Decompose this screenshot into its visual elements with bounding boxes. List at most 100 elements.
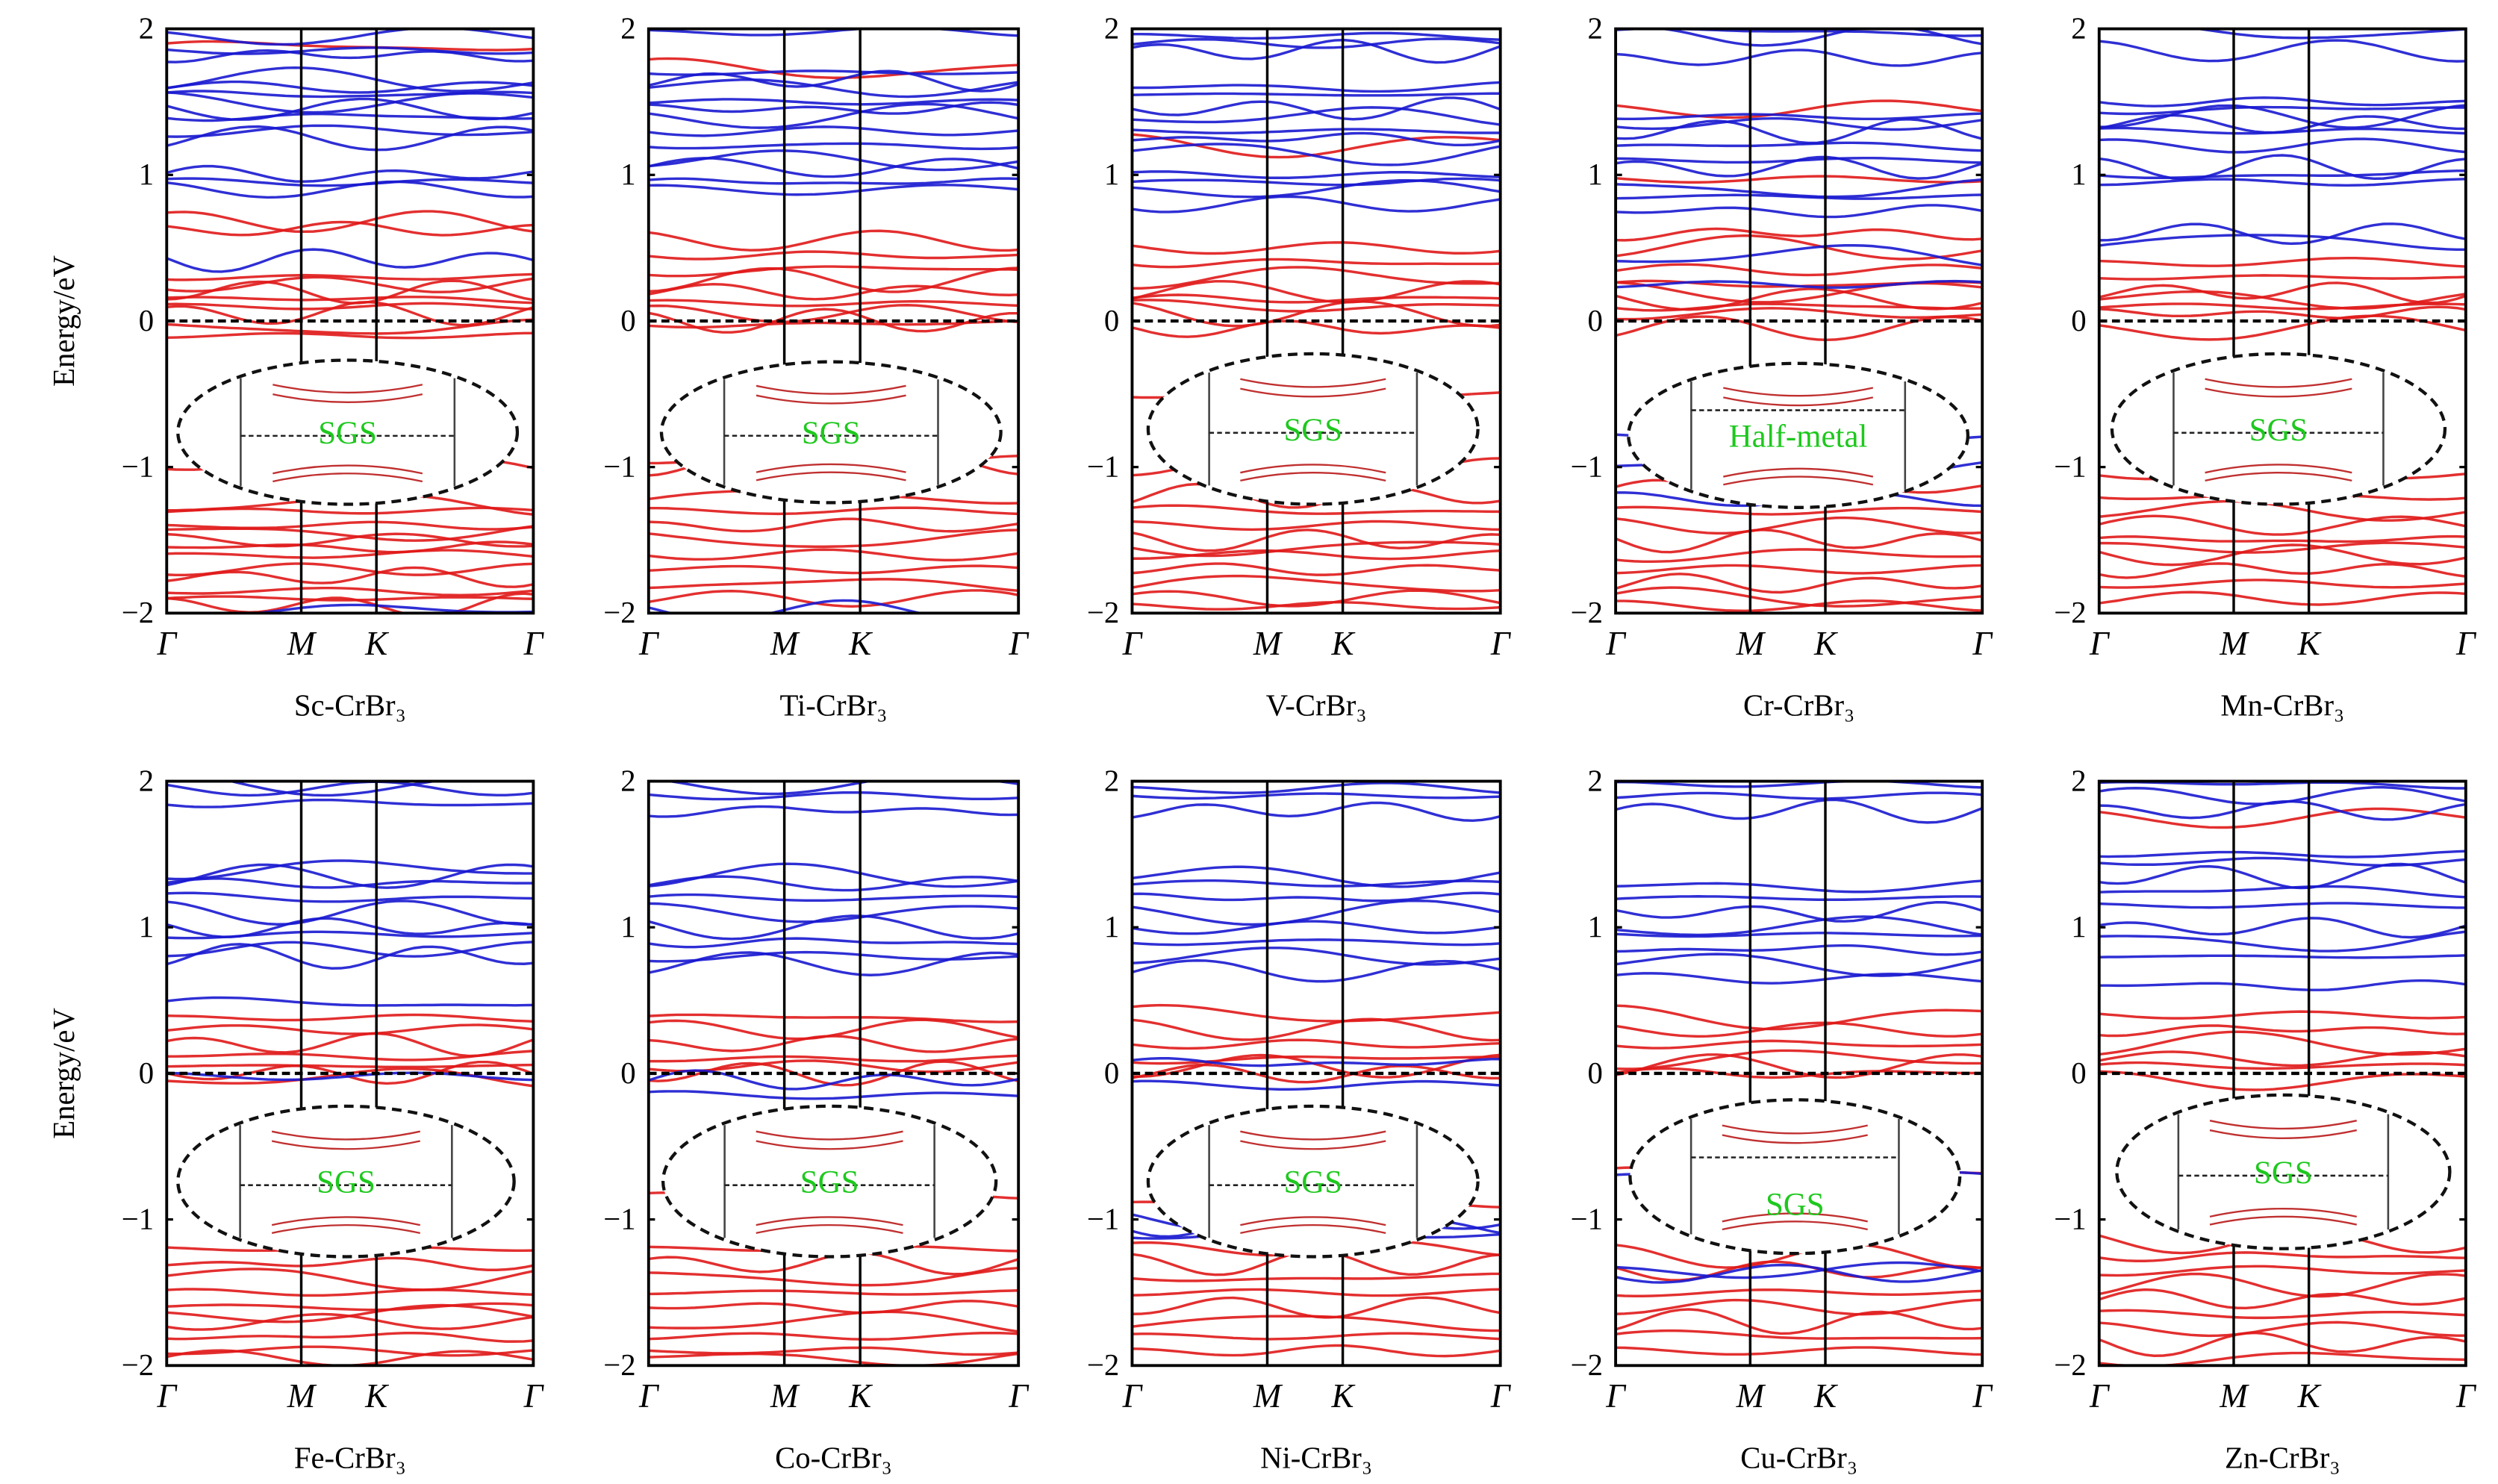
spin-down-band (166, 930, 534, 940)
spin-down-band (166, 941, 534, 958)
k-point-label: K (364, 1377, 389, 1415)
inset-band-curve (2205, 472, 2352, 482)
spin-up-band (166, 1063, 534, 1069)
y-tick-label: 1 (1104, 158, 1119, 191)
inset-band-curve (1240, 378, 1386, 388)
spin-up-band (1132, 504, 1501, 515)
panel-label: Co-CrBr₃ (775, 1441, 892, 1475)
y-tick-label: 2 (1588, 764, 1603, 797)
spin-up-band (166, 1349, 534, 1366)
inset-annotation: SGS (1766, 1188, 1825, 1223)
y-tick-label: −2 (2054, 596, 2086, 629)
spin-down-band (2099, 105, 2466, 116)
k-point-label: Γ (1972, 1377, 1993, 1415)
spin-down-band (2099, 234, 2466, 252)
inset-band-curve (2205, 464, 2352, 474)
spin-up-band (2099, 534, 2466, 543)
spin-down-band (2099, 96, 2466, 107)
spin-down-band (1132, 128, 1501, 134)
spin-down-band (166, 1071, 534, 1082)
k-point-label: M (2219, 625, 2249, 662)
spin-up-band (2099, 543, 2466, 567)
k-point-label: Γ (2089, 1377, 2111, 1415)
spin-down-band (1616, 118, 1983, 145)
y-tick-label: 0 (1104, 304, 1119, 337)
spin-up-band (166, 1050, 534, 1061)
spin-down-band (1132, 900, 1501, 926)
inset-band-curve (272, 384, 423, 394)
spin-up-band (648, 1346, 1019, 1356)
y-tick-label: 2 (2071, 764, 2086, 797)
spin-down-band (1132, 865, 1501, 888)
y-tick-label: 0 (620, 1056, 635, 1090)
panel-label: Fe-CrBr₃ (294, 1441, 406, 1475)
k-point-label: Γ (638, 1377, 660, 1415)
spin-down-band (648, 862, 1019, 888)
y-tick-label: 1 (1588, 158, 1603, 191)
spin-up-band (2099, 1321, 2466, 1338)
spin-down-band (1132, 31, 1501, 41)
spin-down-band (648, 805, 1019, 818)
k-point-label: Γ (2455, 1377, 2477, 1415)
panel-label: V-CrBr₃ (1266, 689, 1367, 723)
y-tick-label: −1 (603, 450, 635, 484)
spin-down-band (2099, 104, 2466, 129)
spin-up-band (1616, 1004, 1983, 1031)
spin-down-band (1616, 798, 1983, 824)
spin-up-band (1132, 319, 1501, 338)
spin-up-band (1616, 1308, 1983, 1335)
spin-down-band (648, 950, 1019, 963)
y-tick-label: 2 (139, 11, 154, 45)
spin-up-band (1132, 299, 1501, 313)
inset-band-curve (271, 1130, 421, 1141)
spin-down-band (1132, 81, 1501, 93)
spin-up-band (648, 1054, 1019, 1063)
spin-down-band (1132, 782, 1501, 794)
inset-band-curve (1723, 467, 1874, 478)
spin-up-band (648, 517, 1019, 533)
y-tick-label: 1 (2071, 910, 2086, 944)
spin-up-band (1132, 549, 1501, 561)
inset-band-curve (1723, 396, 1874, 407)
spin-up-band (648, 282, 1019, 301)
panel-label: Cu-CrBr₃ (1740, 1441, 1857, 1475)
spin-up-band (1616, 516, 1983, 535)
spin-down-band (166, 798, 534, 808)
spin-up-band (166, 318, 534, 335)
spin-up-band (1616, 302, 1983, 312)
spin-up-band (2099, 1351, 2466, 1366)
spin-down-band (1616, 1263, 1983, 1284)
spin-up-band (1616, 1298, 1983, 1316)
spin-up-band (166, 506, 534, 515)
inset: SGS (1628, 1098, 1962, 1256)
y-tick-label: −2 (1571, 596, 1603, 629)
spin-up-band (1616, 1067, 1983, 1079)
spin-down-band (1132, 879, 1501, 888)
inset: SGS (176, 1104, 516, 1259)
spin-up-band (1132, 1055, 1501, 1065)
inset-band-curve (1240, 1140, 1386, 1150)
panel-label: Sc-CrBr₃ (294, 689, 406, 723)
spin-up-band (648, 299, 1019, 308)
spin-down-band (2099, 885, 2466, 899)
spin-down-band (1616, 244, 1983, 266)
inset-band-curve (2209, 1215, 2357, 1226)
spin-up-band (1132, 1288, 1501, 1297)
bands (166, 781, 534, 1366)
inset-annotation: SGS (2254, 1156, 2313, 1191)
spin-up-band (166, 1256, 534, 1271)
spin-down-band (166, 112, 534, 122)
spin-down-band (1132, 37, 1501, 49)
spin-down-band (1132, 801, 1501, 823)
spin-up-band (166, 1032, 534, 1058)
y-tick-label: 2 (1104, 11, 1119, 45)
k-point-label: Γ (156, 1377, 178, 1415)
spin-down-band (166, 80, 534, 94)
spin-down-band (166, 863, 534, 889)
spin-up-band (1616, 548, 1983, 564)
spin-up-band (1616, 1039, 1983, 1050)
spin-down-band (1616, 204, 1983, 219)
